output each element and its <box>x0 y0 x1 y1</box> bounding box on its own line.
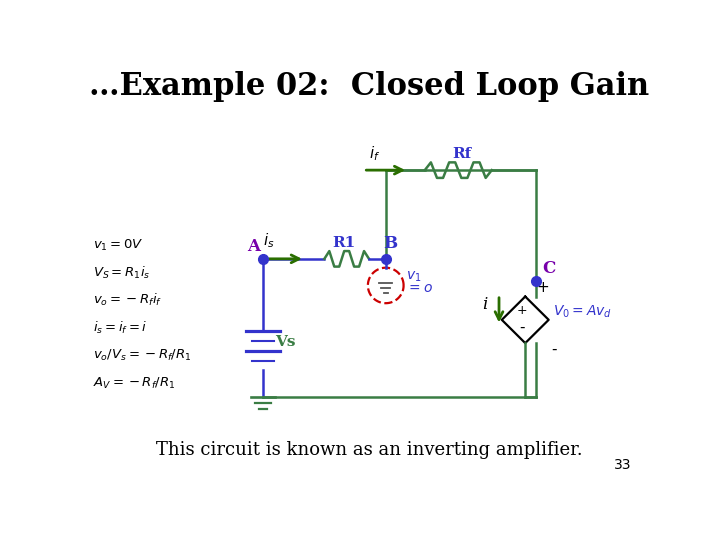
Text: $V_0 = Av_d$: $V_0 = Av_d$ <box>553 303 612 320</box>
Text: $v_1 = 0V$: $v_1 = 0V$ <box>93 238 143 253</box>
Text: This circuit is known as an inverting amplifier.: This circuit is known as an inverting am… <box>156 441 582 459</box>
Text: Vs: Vs <box>275 335 296 349</box>
Text: $v_1$: $v_1$ <box>406 270 421 284</box>
Text: A: A <box>248 238 261 254</box>
Text: $i_f$: $i_f$ <box>369 144 380 163</box>
Text: $= o$: $= o$ <box>406 281 433 295</box>
Text: $v_o / V_s = -R_f / R_1$: $v_o / V_s = -R_f / R_1$ <box>93 348 192 363</box>
Text: $v_o = -R_f i_f$: $v_o = -R_f i_f$ <box>93 292 162 308</box>
Text: +: + <box>516 304 527 318</box>
Text: $i_s = i_f = i$: $i_s = i_f = i$ <box>93 320 147 336</box>
Text: -: - <box>519 320 525 335</box>
Text: i: i <box>482 296 487 313</box>
Text: B: B <box>383 235 397 252</box>
Text: +: + <box>536 280 549 295</box>
Text: 33: 33 <box>613 458 631 472</box>
Text: R1: R1 <box>333 235 356 249</box>
Text: -: - <box>552 342 557 357</box>
Text: Rf: Rf <box>453 147 472 161</box>
Text: $i_s$: $i_s$ <box>263 231 274 249</box>
Text: …Example 02:  Closed Loop Gain: …Example 02: Closed Loop Gain <box>89 71 649 103</box>
Text: $V_S = R_1 i_s$: $V_S = R_1 i_s$ <box>93 265 150 281</box>
Text: $A_V = -R_f / R_1$: $A_V = -R_f / R_1$ <box>93 376 175 391</box>
Text: C: C <box>542 260 555 276</box>
